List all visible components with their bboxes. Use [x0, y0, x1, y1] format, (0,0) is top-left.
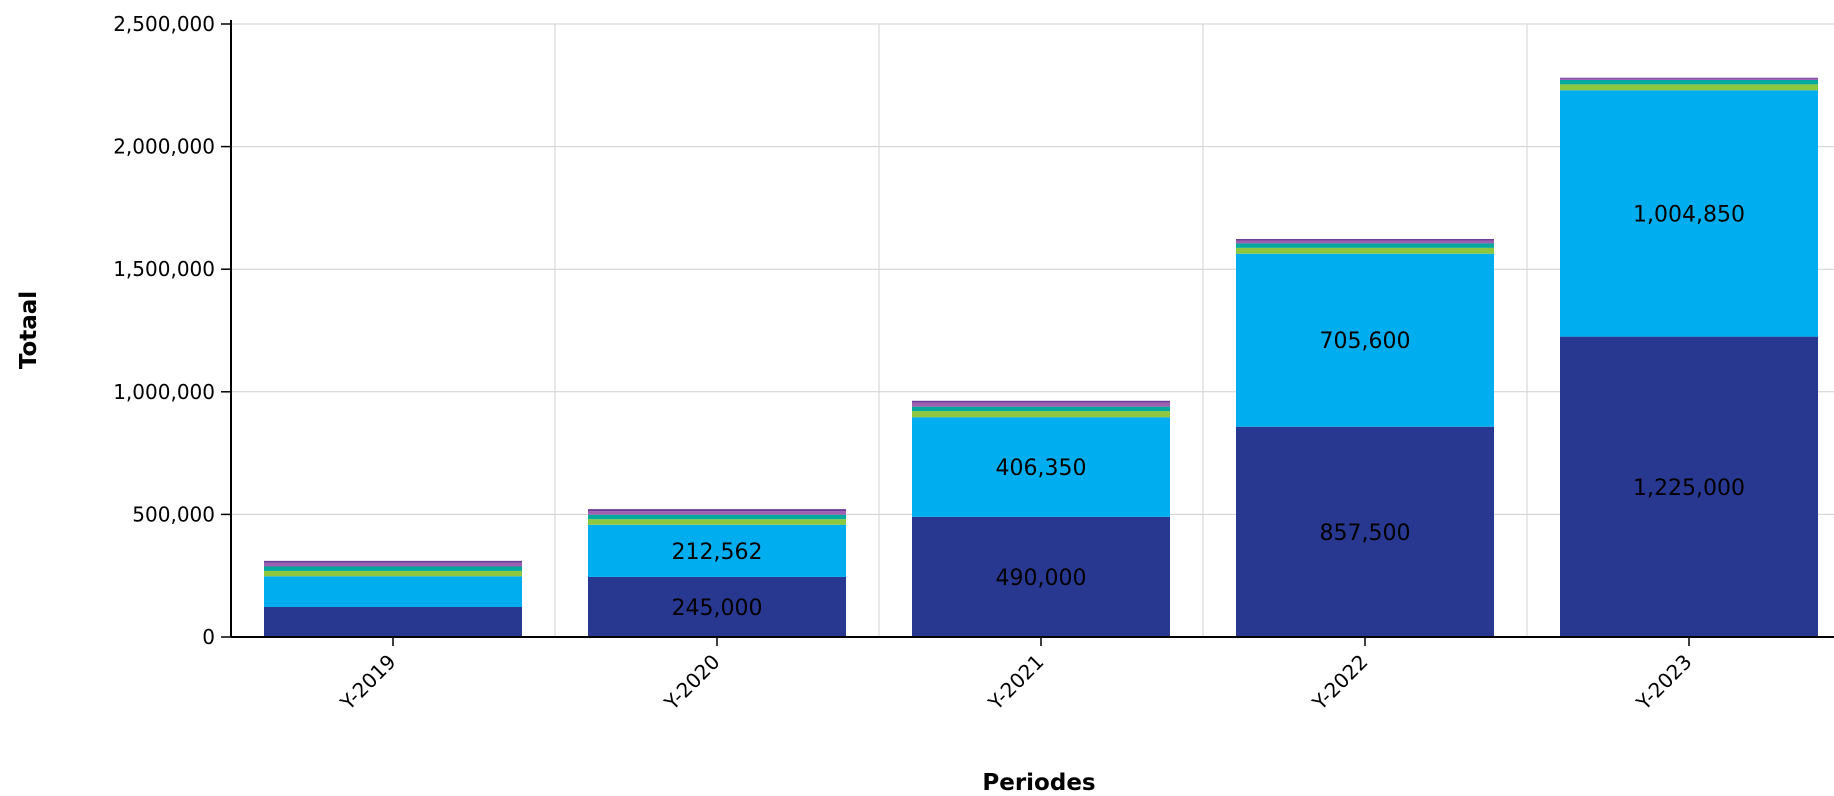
y-tick-label: 0: [202, 625, 215, 649]
bar-segment: [264, 562, 522, 567]
x-tick-label: Y-2021: [983, 650, 1049, 716]
y-tick-label: 2,000,000: [113, 135, 215, 159]
x-tick-label: Y-2019: [335, 650, 401, 716]
bar-segment: [1560, 77, 1818, 79]
bar-segment: [1236, 426, 1494, 637]
bar-segment: [1236, 240, 1494, 244]
y-tick-label: 2,500,000: [113, 12, 215, 36]
data-label: 406,350: [996, 456, 1087, 481]
bar-segment: [588, 519, 846, 525]
y-tick-label: 500,000: [132, 502, 215, 526]
y-tick-label: 1,000,000: [113, 380, 215, 404]
bar-segment: [1236, 239, 1494, 241]
bar-segment: [588, 576, 846, 637]
bar-segment: [264, 570, 522, 577]
bar-segment: [1560, 90, 1818, 337]
data-label: 1,225,000: [1633, 476, 1745, 501]
labels: 245,000 212,562 490,000 406,350 857,500 705,6…: [672, 202, 1745, 621]
y-tick-label: 1,500,000: [113, 257, 215, 281]
bar-segment: [1560, 84, 1818, 91]
bar-segment: [912, 411, 1170, 418]
bar-segment: [912, 417, 1170, 517]
bar-segment: [588, 514, 846, 520]
data-label: 212,562: [672, 540, 763, 565]
bar-segment: [264, 606, 522, 637]
data-label: 490,000: [996, 566, 1087, 591]
bar-segment: [912, 516, 1170, 637]
bar-segment: [264, 560, 522, 563]
bar-segment: [1236, 253, 1494, 427]
bar-segment: [1236, 243, 1494, 248]
bar-segment: [1560, 78, 1818, 80]
x-tick-label: Y-2022: [1307, 650, 1373, 716]
bar-segment: [588, 509, 846, 512]
bar-segment: [1560, 336, 1818, 637]
bar-segment: [912, 400, 1170, 403]
bar-segment: [912, 406, 1170, 412]
x-tick-label: Y-2023: [1631, 650, 1697, 716]
bar-segment: [588, 524, 846, 577]
x-axis-title: Periodes: [982, 770, 1095, 796]
data-label: 705,600: [1320, 329, 1411, 354]
bar-segment: [264, 566, 522, 571]
data-label: 245,000: [672, 596, 763, 621]
bars: [264, 77, 1818, 637]
bar-segment: [588, 511, 846, 515]
bar-segment: [1236, 247, 1494, 254]
x-tick-label: Y-2020: [659, 650, 725, 716]
data-label: 1,004,850: [1633, 202, 1745, 227]
data-label: 857,500: [1320, 521, 1411, 546]
bar-segment: [264, 576, 522, 607]
bar-segment: [912, 402, 1170, 407]
bar-segment: [1560, 79, 1818, 85]
y-axis-title: Totaal: [16, 291, 42, 369]
